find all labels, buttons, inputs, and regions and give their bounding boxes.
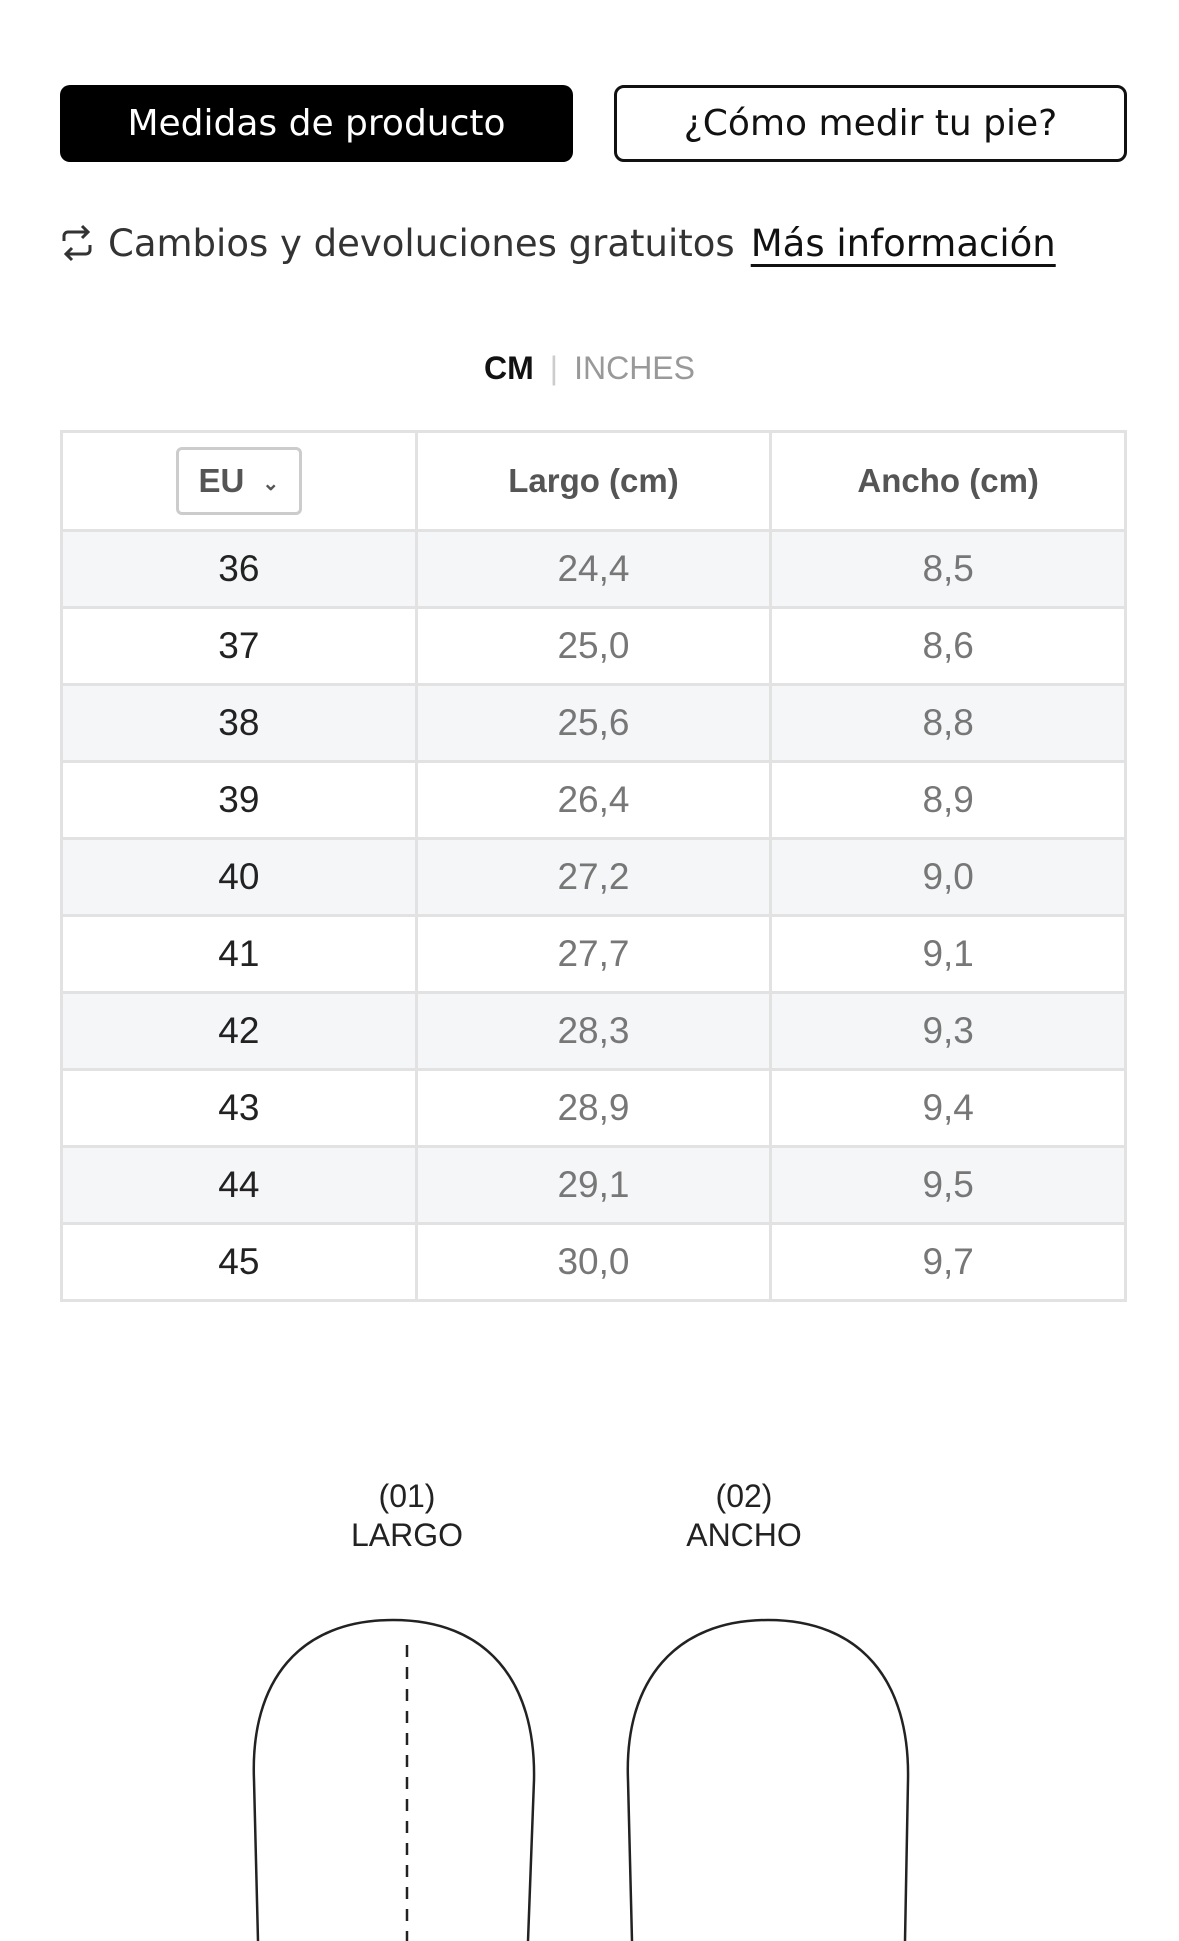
measure-cell: 8,6 xyxy=(769,606,1127,686)
unit-cm[interactable]: CM xyxy=(484,350,534,386)
diagram-number: (02) xyxy=(715,1478,773,1514)
measure-cell: 27,2 xyxy=(414,837,773,917)
measure-cell: 25,0 xyxy=(414,606,773,686)
size-row: 44 29,1 9,5 xyxy=(60,1145,1127,1225)
size-select[interactable]: EU ⌄ xyxy=(175,447,303,515)
measure-cell: 8,8 xyxy=(769,683,1127,763)
size-row: 43 28,9 9,4 xyxy=(60,1068,1127,1148)
size-cell: 45 xyxy=(60,1222,418,1302)
unit-inches[interactable]: INCHES xyxy=(574,350,695,386)
measure-cell: 29,1 xyxy=(414,1145,773,1225)
size-cell: 36 xyxy=(60,529,418,609)
tab-active[interactable]: Medidas de producto xyxy=(60,85,573,162)
header-cell: EU ⌄ xyxy=(60,430,418,532)
header-cell: Ancho (cm) xyxy=(769,430,1127,532)
measure-cell: 28,9 xyxy=(414,1068,773,1148)
measure-cell: 9,5 xyxy=(769,1145,1127,1225)
separator: | xyxy=(549,350,559,386)
size-cell: 43 xyxy=(60,1068,418,1148)
diagram-label: (01) LARGO xyxy=(257,1477,557,1555)
size-row: 36 24,4 8,5 xyxy=(60,529,1127,609)
more-info-link[interactable]: Más información xyxy=(750,221,1056,265)
diagram-title: ANCHO xyxy=(686,1517,802,1553)
tab[interactable]: ¿Cómo medir tu pie? xyxy=(614,85,1127,162)
exchange-icon xyxy=(62,224,92,262)
size-cell: 40 xyxy=(60,837,418,917)
size-cell: 39 xyxy=(60,760,418,840)
measure-cell: 26,4 xyxy=(414,760,773,840)
size-table: EU ⌄ Largo (cm) Ancho (cm) 36 24,4 8,5 37 25,… xyxy=(60,430,1127,1302)
diagram-label: (02) ANCHO xyxy=(594,1477,894,1555)
measure-cell: 9,3 xyxy=(769,991,1127,1071)
measure-cell: 27,7 xyxy=(414,914,773,994)
size-row: 42 28,3 9,3 xyxy=(60,991,1127,1071)
foot-diagram xyxy=(252,1618,910,1941)
select-label: EU xyxy=(198,462,245,499)
measure-cell: 30,0 xyxy=(414,1222,773,1302)
measure-cell: 28,3 xyxy=(414,991,773,1071)
measure-cell: 9,4 xyxy=(769,1068,1127,1148)
size-row: 37 25,0 8,6 xyxy=(60,606,1127,686)
measure-cell: 9,0 xyxy=(769,837,1127,917)
size-cell: 44 xyxy=(60,1145,418,1225)
size-cell: 37 xyxy=(60,606,418,686)
size-row: 41 27,7 9,1 xyxy=(60,914,1127,994)
unit-toggle: CM | INCHES xyxy=(0,350,1179,387)
measure-cell: 9,1 xyxy=(769,914,1127,994)
measure-cell: 8,9 xyxy=(769,760,1127,840)
size-row: 38 25,6 8,8 xyxy=(60,683,1127,763)
size-cell: 41 xyxy=(60,914,418,994)
measure-cell: 9,7 xyxy=(769,1222,1127,1302)
size-cell: 42 xyxy=(60,991,418,1071)
size-row: 39 26,4 8,9 xyxy=(60,760,1127,840)
measure-cell: 25,6 xyxy=(414,683,773,763)
size-row: 45 30,0 9,7 xyxy=(60,1222,1127,1302)
measure-cell: 24,4 xyxy=(414,529,773,609)
size-cell: 38 xyxy=(60,683,418,763)
diagram-title: LARGO xyxy=(350,1517,464,1553)
exchange-text: Cambios y devoluciones gratuitos xyxy=(108,221,735,265)
exchange-info: Cambios y devoluciones gratuitos Más inf… xyxy=(60,215,1056,271)
diagram-number: (01) xyxy=(378,1478,436,1514)
header-cell: Largo (cm) xyxy=(414,430,773,532)
measure-cell: 8,5 xyxy=(769,529,1127,609)
size-row: 40 27,2 9,0 xyxy=(60,837,1127,917)
